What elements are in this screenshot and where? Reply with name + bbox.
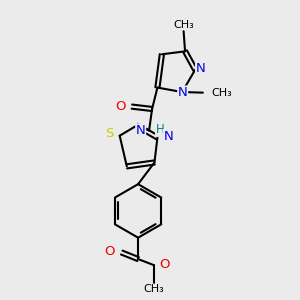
Text: H: H bbox=[156, 123, 164, 136]
Text: CH₃: CH₃ bbox=[212, 88, 232, 98]
Text: S: S bbox=[105, 127, 114, 140]
Text: O: O bbox=[115, 100, 125, 112]
Text: N: N bbox=[136, 124, 146, 137]
Text: N: N bbox=[164, 130, 173, 142]
Text: N: N bbox=[178, 86, 188, 99]
Text: O: O bbox=[159, 258, 169, 271]
Text: CH₃: CH₃ bbox=[143, 284, 164, 294]
Text: O: O bbox=[105, 245, 115, 258]
Text: CH₃: CH₃ bbox=[173, 20, 194, 30]
Text: N: N bbox=[196, 62, 206, 75]
